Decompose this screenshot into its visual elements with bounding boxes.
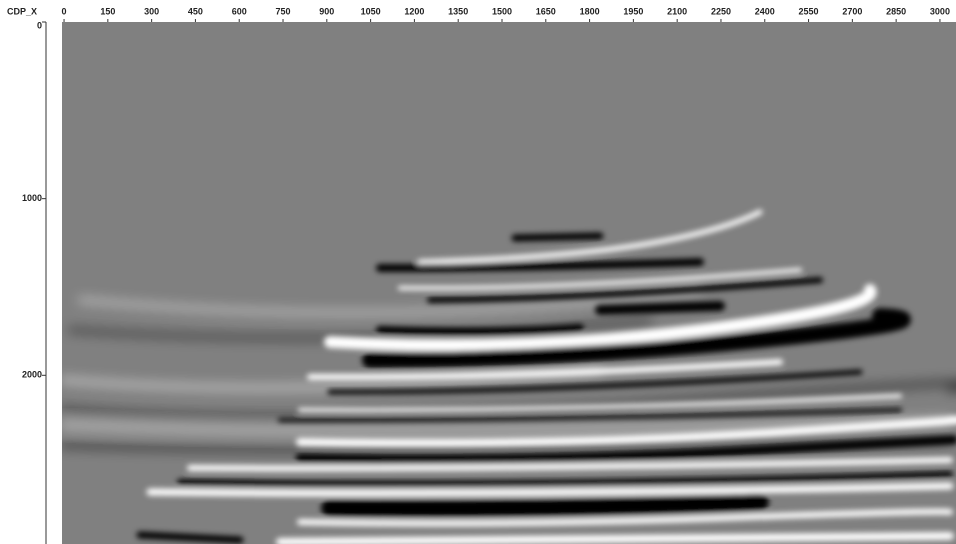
x-tick-label: 450 (188, 6, 203, 16)
seismic-image (62, 22, 956, 544)
x-tick-label: 2400 (755, 6, 775, 16)
x-tick-label: 1350 (448, 6, 468, 16)
x-tick-label: 2700 (842, 6, 862, 16)
x-tick-label: 1500 (492, 6, 512, 16)
x-tick-label: 2850 (886, 6, 906, 16)
x-tick-label: 1650 (536, 6, 556, 16)
x-tick-label: 1950 (623, 6, 643, 16)
chart: CDP_X 0 150 300 450 600 750 900 1050 1200 1350 150… (0, 0, 956, 544)
y-tick-label: 1000 (22, 193, 42, 203)
y-tick-label: 0 (37, 20, 42, 30)
x-tick-label: 2550 (799, 6, 819, 16)
x-tick-label: 1200 (404, 6, 424, 16)
x-axis-label: CDP_X (7, 6, 37, 16)
x-tick-label: 3000 (930, 6, 950, 16)
x-tick-label: 750 (276, 6, 291, 16)
x-tick-label: 2100 (667, 6, 687, 16)
x-tick-label: 600 (232, 6, 247, 16)
x-tick-label: 1050 (361, 6, 381, 16)
y-tick-label: 2000 (22, 370, 42, 380)
x-tick-label: 2250 (711, 6, 731, 16)
x-tick-label: 300 (144, 6, 159, 16)
x-tick-label: 1800 (580, 6, 600, 16)
x-tick-label: 150 (100, 6, 115, 16)
x-tick-label: 900 (319, 6, 334, 16)
x-tick-label: 0 (62, 6, 67, 16)
